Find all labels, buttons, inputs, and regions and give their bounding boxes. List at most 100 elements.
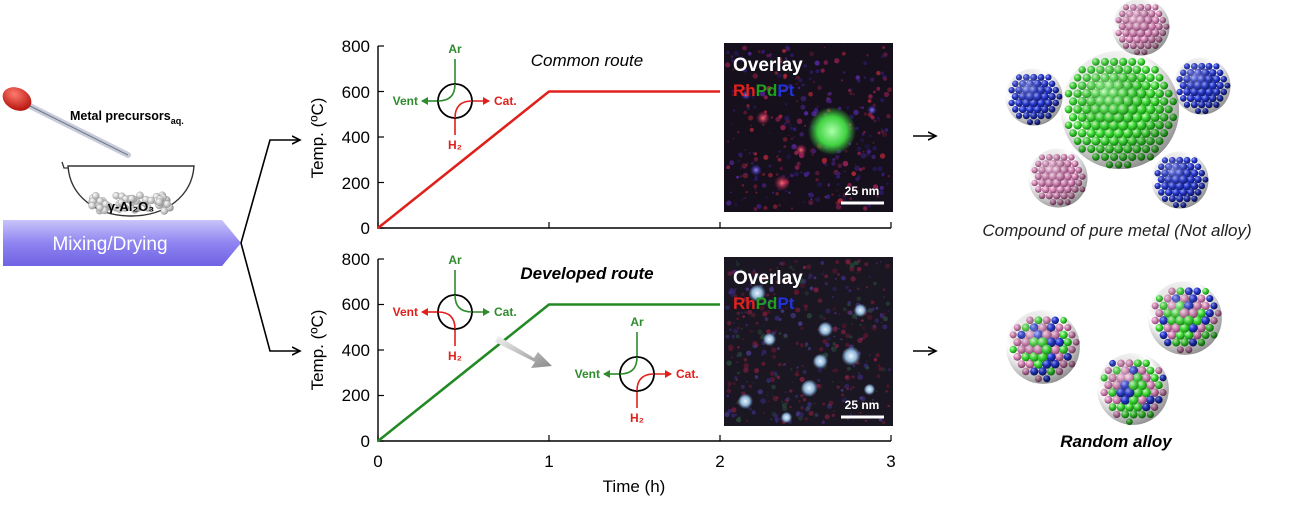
micrograph-speck [761, 361, 766, 366]
micrograph-speck [849, 88, 853, 92]
micrograph-speck [734, 413, 738, 416]
micrograph-speck [778, 114, 783, 119]
micrograph-speck [752, 105, 757, 109]
micrograph-speck [736, 175, 739, 179]
micrograph-speck [794, 165, 800, 170]
micrograph-speck [872, 324, 877, 329]
micrograph-speck [778, 332, 782, 335]
y-tick-labels-developed: 0 200 400 600 800 [342, 250, 370, 451]
micrograph-speck [881, 172, 885, 176]
micrograph-speck [733, 294, 738, 299]
micrograph-speck [886, 384, 890, 388]
micrograph-speck [861, 319, 864, 322]
micrograph-speck [863, 61, 868, 66]
micrograph-speck [727, 140, 730, 143]
micrograph-speck [726, 394, 730, 398]
micrograph-speck [846, 387, 849, 391]
micrograph-speck [884, 263, 890, 269]
micrograph-speck [832, 341, 836, 346]
micrograph-spot [795, 144, 807, 156]
micrograph-speck [784, 116, 789, 121]
micrograph-speck [779, 166, 784, 171]
micrograph-speck [834, 343, 839, 349]
micrograph-speck [781, 402, 787, 409]
micrograph-speck [726, 360, 732, 366]
valve-top-label: Ar [630, 315, 644, 329]
micrograph-speck [876, 86, 881, 91]
micrograph-speck [746, 106, 750, 110]
micrograph-speck [848, 289, 852, 293]
micrograph-speck [805, 406, 810, 412]
x-tick-label: 2 [715, 452, 724, 471]
micrograph-speck [831, 369, 835, 373]
developed-route-title: Developed route [520, 264, 653, 283]
micrograph-speck [740, 384, 745, 389]
micrograph-speck [873, 281, 877, 286]
micrograph-speck [769, 55, 772, 58]
micrograph-speck [840, 338, 843, 341]
micrograph-speck [880, 98, 885, 103]
micrograph-speck [732, 381, 736, 386]
micrograph-speck [855, 177, 860, 182]
x-tick-label: 0 [373, 452, 382, 471]
micrograph-speck [832, 307, 836, 311]
micrograph-speck [774, 329, 778, 333]
micrograph-speck [827, 183, 831, 187]
random-alloy-cluster [1148, 281, 1222, 355]
micrograph-speck [806, 264, 812, 270]
micrograph-speck [876, 374, 881, 379]
micrograph-speck [790, 137, 794, 141]
x-tick-labels: 0 1 2 3 [373, 452, 895, 471]
micrograph-speck [782, 363, 786, 366]
micrograph-speck [766, 394, 768, 396]
micrograph-speck [736, 417, 742, 423]
micrograph-speck [786, 154, 792, 160]
micrograph-speck [828, 400, 834, 406]
micrograph-speck [727, 408, 732, 414]
micrograph-speck [790, 207, 794, 210]
valve-right-label: Cat. [676, 367, 699, 381]
micrograph-speck [856, 296, 862, 302]
micrograph-speck [766, 377, 772, 383]
micrograph-speck [843, 386, 845, 388]
micrograph-speck [832, 158, 836, 162]
micrograph-speck [879, 185, 884, 190]
precursor-label: Metal precursorsaq. [70, 109, 184, 126]
support-bead [96, 204, 104, 212]
micrograph-speck [799, 282, 806, 289]
micrograph-speck [862, 166, 866, 170]
branch-arrow-top [240, 140, 300, 244]
micrograph-speck [835, 154, 840, 159]
micrograph-speck [744, 197, 747, 199]
micrograph-speck [840, 389, 842, 392]
support-bead [131, 206, 139, 214]
micrograph-speck [752, 268, 756, 272]
micrograph-speck [882, 46, 886, 49]
micrograph-speck [884, 128, 889, 132]
micrograph-speck [833, 368, 838, 373]
micrograph-speck [788, 191, 791, 194]
micrograph-speck [878, 366, 883, 372]
micrograph-speck [854, 165, 860, 171]
micrograph-speck [877, 364, 881, 368]
micrograph-speck [808, 201, 813, 205]
y-tick-label: 600 [342, 83, 370, 102]
micrograph-speck [835, 260, 840, 265]
micrograph-speck [776, 73, 782, 79]
micrograph-speck [799, 132, 804, 137]
micrograph-speck [798, 411, 804, 418]
micrograph-speck [879, 312, 883, 316]
micrograph-speck [817, 378, 821, 382]
micrograph-speck [753, 273, 759, 279]
micrograph-speck [795, 307, 801, 313]
micrograph-speck [880, 54, 885, 59]
micrograph-speck [729, 191, 732, 194]
micrograph-speck [808, 273, 813, 278]
valve-bottom-label: H₂ [448, 349, 462, 363]
micrograph-speck [797, 86, 801, 90]
valve-top-label: Ar [448, 42, 462, 56]
micrograph-speck [764, 317, 769, 321]
micrograph-speck [883, 77, 887, 81]
cluster-shading [1097, 353, 1169, 425]
y-tick-label: 600 [342, 295, 370, 314]
